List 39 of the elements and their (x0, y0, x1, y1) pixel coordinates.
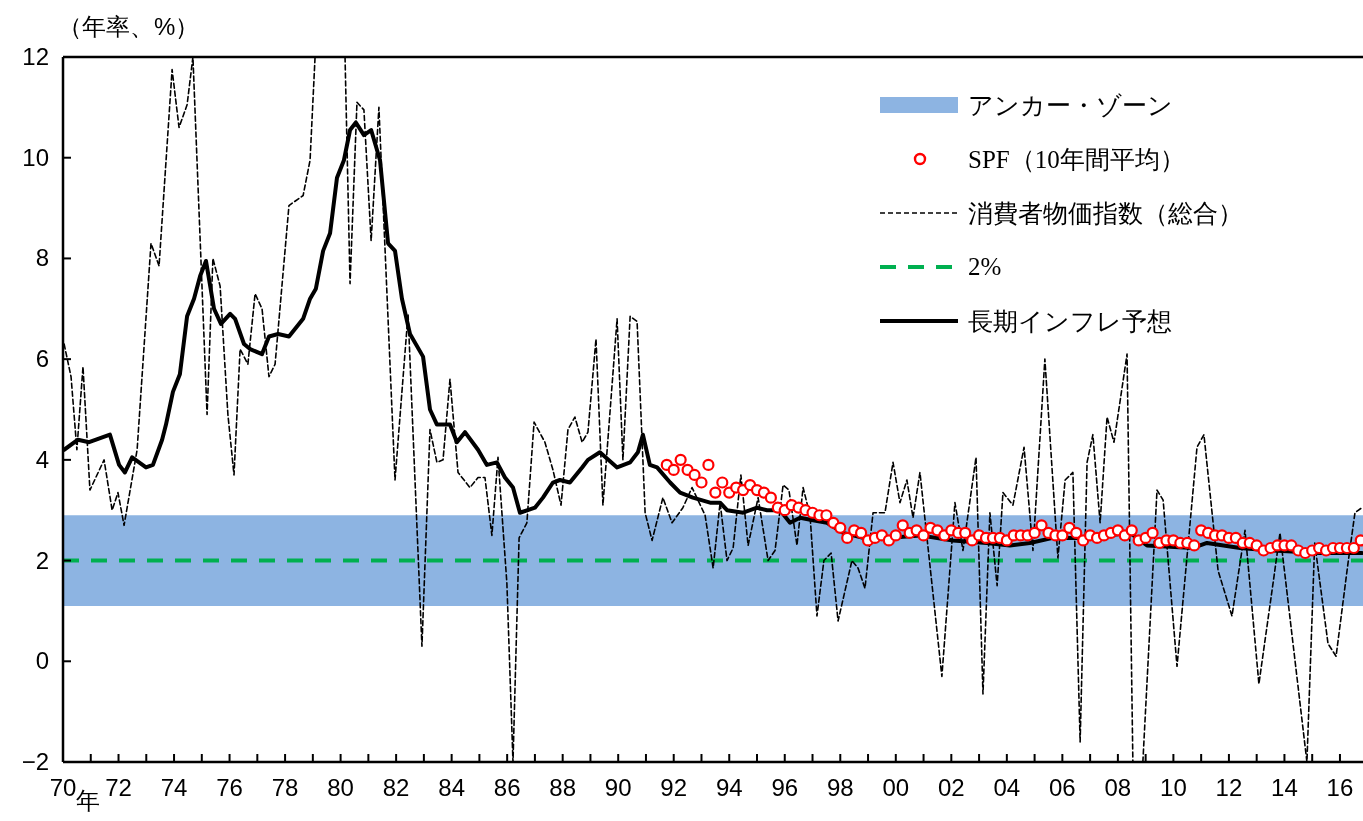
x-tick-label: 74 (160, 774, 188, 801)
x-tick-label: 02 (937, 774, 965, 801)
x-tick-label: 14 (1271, 774, 1298, 801)
x-tick-label: 08 (1104, 774, 1132, 801)
legend-label: SPF（10年間平均） (968, 144, 1185, 175)
x-tick-label: 76 (216, 774, 243, 801)
x-tick-label: 16 (1326, 774, 1354, 801)
y-tick-label: 2 (35, 546, 49, 574)
legend-label: 消費者物価指数（総合） (968, 198, 1243, 229)
y-tick-label: 0 (35, 647, 49, 675)
legend-label: アンカー・ゾーン (968, 90, 1173, 121)
x-tick-label: 72 (105, 774, 132, 801)
x-tick-label: 98 (826, 774, 854, 801)
y-tick-label: 8 (35, 244, 49, 272)
x-tick-label: 10 (1160, 774, 1187, 801)
y-tick-label: 12 (22, 43, 49, 70)
legend-label: 長期インフレ予想 (968, 306, 1172, 337)
x-tick-label: 12 (1215, 774, 1243, 801)
x-tick-label: 84 (438, 774, 465, 801)
y-tick-label: 6 (35, 345, 49, 373)
y-tick-label: 4 (35, 445, 49, 473)
legend-label: 2% (968, 253, 1002, 281)
x-tick-label: 04 (993, 774, 1021, 801)
x-tick-label: 88 (549, 774, 577, 801)
x-tick-label: 82 (382, 774, 410, 801)
x-tick-label: 06 (1049, 774, 1076, 801)
x-tick-label: 80 (327, 774, 354, 801)
text: 年 (76, 787, 100, 816)
y-tick-label: −2 (21, 748, 49, 775)
x-tick-label: 86 (493, 774, 521, 801)
y-axis-title: （年率、%） (58, 12, 200, 42)
x-tick-label: 70 (49, 774, 77, 801)
x-tick-label: 96 (771, 774, 799, 801)
x-tick-label: 94 (715, 774, 743, 801)
x-tick-label: 00 (882, 774, 910, 801)
x-tick-label: 78 (271, 774, 299, 801)
x-tick-label: 90 (604, 774, 632, 801)
x-tick-label: 92 (660, 774, 688, 801)
y-tick-label: 10 (22, 143, 49, 171)
